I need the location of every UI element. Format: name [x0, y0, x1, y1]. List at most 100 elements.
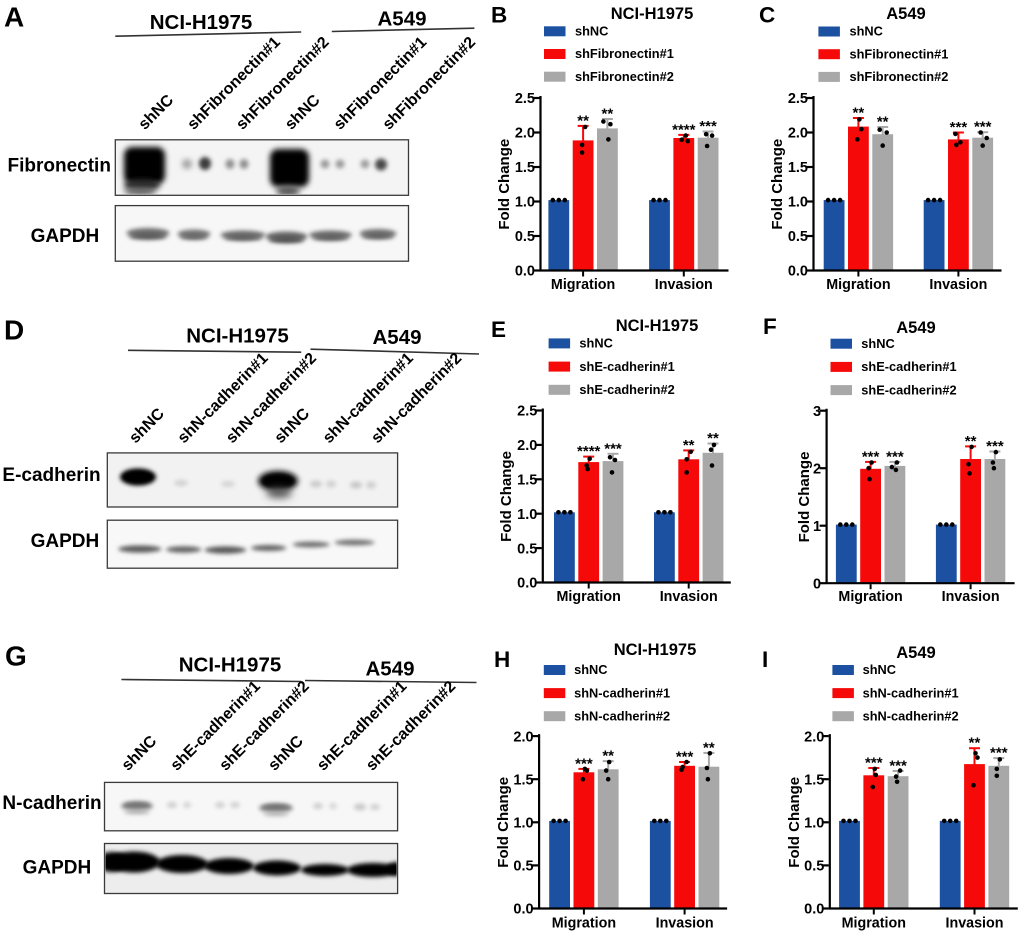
svg-text:***: ***	[886, 448, 904, 465]
svg-text:Invasion: Invasion	[656, 916, 714, 932]
svg-text:NCI-H1975: NCI-H1975	[186, 325, 289, 348]
svg-text:shN-cadherin#2: shN-cadherin#2	[863, 708, 959, 723]
svg-text:F: F	[763, 314, 777, 339]
svg-text:E: E	[491, 317, 506, 342]
svg-text:**: **	[965, 433, 977, 450]
svg-text:NCI-H1975: NCI-H1975	[614, 641, 697, 659]
svg-text:1.0: 1.0	[513, 816, 533, 832]
svg-text:**: **	[877, 114, 889, 131]
svg-text:A549: A549	[896, 319, 935, 337]
svg-text:Invasion: Invasion	[660, 589, 718, 605]
svg-text:shNC: shNC	[574, 662, 607, 677]
svg-text:**: **	[707, 430, 719, 447]
svg-text:1.5: 1.5	[517, 473, 537, 489]
svg-text:GAPDH: GAPDH	[31, 226, 100, 247]
svg-text:shE-cadherin#1: shE-cadherin#1	[861, 359, 956, 374]
svg-text:**: **	[703, 739, 715, 756]
svg-text:shFibronectin#1: shFibronectin#1	[850, 46, 949, 61]
svg-text:shE-cadherin#1: shE-cadherin#1	[579, 359, 674, 374]
svg-text:NCI-H1975: NCI-H1975	[179, 654, 282, 677]
svg-text:shNC: shNC	[850, 24, 883, 39]
svg-text:A549: A549	[372, 326, 421, 349]
svg-text:Invasion: Invasion	[655, 277, 713, 293]
svg-text:shFibronectin#1: shFibronectin#1	[575, 46, 674, 61]
svg-text:G: G	[5, 641, 27, 672]
svg-text:**: **	[969, 735, 981, 752]
svg-text:0.5: 0.5	[513, 859, 533, 875]
svg-text:Fibronectin: Fibronectin	[8, 156, 111, 177]
svg-text:0.5: 0.5	[804, 859, 824, 875]
svg-text:A: A	[4, 2, 24, 33]
svg-text:0: 0	[813, 576, 821, 592]
svg-text:***: ***	[889, 758, 907, 775]
svg-text:****: ****	[672, 121, 696, 138]
svg-text:shE-cadherin#2: shE-cadherin#2	[861, 382, 956, 397]
svg-text:***: ***	[575, 755, 593, 772]
svg-text:Fold Change: Fold Change	[796, 452, 813, 543]
svg-text:Fold Change: Fold Change	[496, 139, 513, 230]
svg-text:***: ***	[974, 119, 992, 136]
svg-text:NCI-H1975: NCI-H1975	[150, 11, 253, 34]
svg-text:1.5: 1.5	[804, 772, 824, 788]
svg-text:0.0: 0.0	[515, 264, 535, 280]
svg-text:Fold Change: Fold Change	[495, 777, 512, 868]
svg-text:shN-cadherin#1: shN-cadherin#1	[574, 685, 670, 700]
svg-text:shFibronectin#2: shFibronectin#2	[575, 69, 674, 84]
svg-text:1.0: 1.0	[788, 195, 808, 211]
svg-text:shNC: shNC	[575, 24, 608, 39]
svg-text:1.0: 1.0	[517, 507, 537, 523]
svg-text:Migration: Migration	[838, 589, 902, 605]
svg-text:1.0: 1.0	[804, 816, 824, 832]
svg-text:***: ***	[676, 749, 694, 766]
svg-text:***: ***	[990, 745, 1008, 762]
svg-text:Fold Change: Fold Change	[786, 777, 803, 868]
svg-text:0.5: 0.5	[515, 229, 535, 245]
svg-text:shN-cadherin#2: shN-cadherin#2	[574, 708, 670, 723]
svg-text:NCI-H1975: NCI-H1975	[616, 317, 699, 335]
svg-text:GAPDH: GAPDH	[31, 531, 100, 552]
svg-text:2.0: 2.0	[804, 729, 824, 745]
svg-text:Invasion: Invasion	[946, 916, 1004, 932]
svg-text:***: ***	[604, 440, 622, 457]
svg-text:2.0: 2.0	[515, 126, 535, 142]
svg-text:**: **	[853, 105, 865, 122]
svg-text:1.5: 1.5	[513, 772, 533, 788]
svg-text:A549: A549	[377, 8, 426, 31]
svg-text:Migration: Migration	[552, 916, 616, 932]
svg-text:Fold Change: Fold Change	[498, 451, 515, 542]
svg-text:A549: A549	[365, 658, 414, 681]
svg-text:1.5: 1.5	[788, 160, 808, 176]
svg-text:0.0: 0.0	[513, 902, 533, 918]
svg-text:2.5: 2.5	[517, 404, 537, 420]
svg-text:shNC: shNC	[579, 336, 612, 351]
svg-text:1.0: 1.0	[515, 195, 535, 211]
svg-text:2: 2	[813, 461, 821, 477]
svg-text:***: ***	[986, 438, 1004, 455]
svg-text:**: **	[683, 437, 695, 454]
svg-text:2.0: 2.0	[788, 126, 808, 142]
svg-text:****: ****	[577, 443, 601, 460]
svg-text:Migration: Migration	[557, 589, 621, 605]
svg-text:D: D	[4, 315, 24, 346]
svg-text:C: C	[759, 3, 775, 28]
svg-text:1: 1	[813, 519, 821, 535]
svg-text:**: **	[577, 112, 589, 129]
svg-text:0.0: 0.0	[517, 576, 537, 592]
svg-text:**: **	[602, 748, 614, 765]
svg-text:A549: A549	[896, 644, 935, 662]
svg-text:Invasion: Invasion	[929, 277, 987, 293]
svg-text:NCI-H1975: NCI-H1975	[611, 5, 694, 23]
svg-text:Migration: Migration	[842, 916, 906, 932]
svg-text:1.5: 1.5	[515, 160, 535, 176]
svg-text:Migration: Migration	[826, 277, 890, 293]
svg-text:B: B	[491, 3, 507, 28]
svg-text:0.0: 0.0	[804, 902, 824, 918]
svg-text:2.5: 2.5	[515, 91, 535, 107]
svg-text:shE-cadherin#2: shE-cadherin#2	[579, 382, 674, 397]
svg-text:2.5: 2.5	[788, 91, 808, 107]
svg-text:***: ***	[699, 118, 717, 135]
svg-text:2.0: 2.0	[513, 729, 533, 745]
svg-text:***: ***	[865, 755, 883, 772]
svg-text:3: 3	[813, 404, 821, 420]
svg-text:Invasion: Invasion	[942, 589, 1000, 605]
